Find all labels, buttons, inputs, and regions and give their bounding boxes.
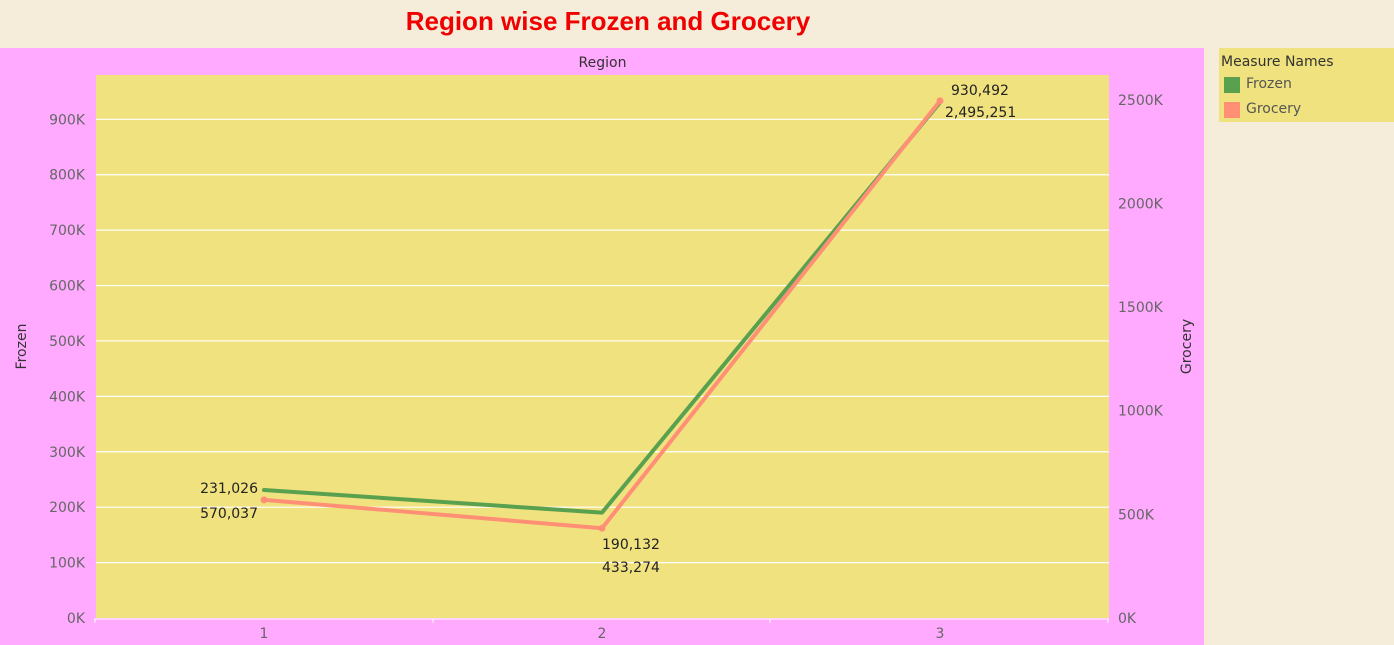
y-left-tick-label: 500K (49, 334, 86, 350)
series-line-frozen (262, 100, 942, 515)
legend-label-grocery: Grocery (1246, 101, 1302, 117)
legend-title: Measure Names (1221, 54, 1334, 70)
x-tick-label: 1 (260, 626, 269, 642)
y-right-tick-label: 1000K (1118, 404, 1164, 420)
chart-title: Region wise Frozen and Grocery (405, 6, 811, 36)
label-grocery-2: 433,274 (602, 560, 660, 576)
label-frozen-3: 930,492 (951, 83, 1009, 99)
label-frozen-2: 190,132 (602, 537, 660, 553)
y-left-tick-label: 300K (49, 445, 86, 461)
y-left-tick-label: 0K (67, 611, 86, 627)
grocery-point (598, 524, 606, 532)
legend-swatch-frozen (1224, 77, 1240, 93)
y-left-axis-title: Frozen (14, 324, 30, 370)
chart-pane: Region 0K 100K 200K 300K 400K 500K 600K 700K 800K… (0, 48, 1204, 645)
x-tick-label: 3 (936, 626, 945, 642)
y-right-tick-label: 2500K (1118, 93, 1164, 109)
y-right-tick-label: 500K (1118, 507, 1155, 523)
legend[interactable]: Measure Names Frozen Grocery (1219, 48, 1394, 122)
y-left-tick-label: 600K (49, 279, 86, 295)
grocery-point (936, 97, 944, 105)
chart-svg: Region 0K 100K 200K 300K 400K 500K 600K 700K 800K… (14, 55, 1195, 642)
legend-swatch-grocery (1224, 102, 1240, 118)
y-right-tick-label: 0K (1118, 611, 1137, 627)
y-left-tick-label: 100K (49, 556, 86, 572)
y-right-axis-title: Grocery (1179, 319, 1195, 374)
grocery-point (260, 496, 268, 504)
y-right-tick-label: 2000K (1118, 196, 1164, 212)
label-frozen-1: 231,026 (200, 481, 258, 497)
label-grocery-3: 2,495,251 (945, 105, 1016, 121)
y-left-tick-label: 900K (49, 112, 86, 128)
y-left-tick-label: 200K (49, 500, 86, 516)
y-right-tick-label: 1500K (1118, 300, 1164, 316)
y-left-tick-label: 800K (49, 168, 86, 184)
y-left-tick-label: 400K (49, 389, 86, 405)
y-left-tick-label: 700K (49, 223, 86, 239)
legend-label-frozen: Frozen (1246, 76, 1292, 92)
label-grocery-1: 570,037 (200, 506, 258, 522)
x-tick-label: 2 (598, 626, 607, 642)
region-header: Region (579, 55, 627, 71)
